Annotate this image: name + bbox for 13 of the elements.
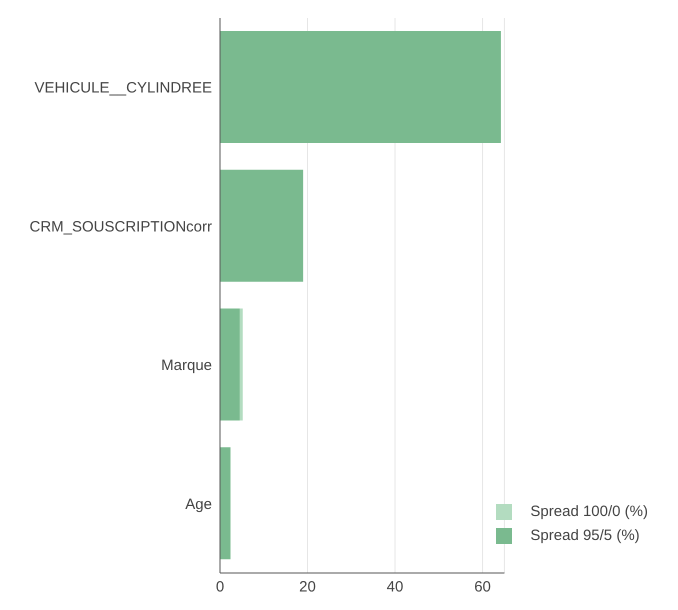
bar [220, 447, 230, 560]
y-tick-label: CRM_SOUSCRIPTIONcorr [29, 218, 212, 236]
y-tick-label: Age [185, 496, 212, 513]
x-tick-label: 20 [299, 578, 316, 596]
y-tick-label: VEHICULE__CYLINDREE [34, 80, 212, 97]
legend-label: Spread 95/5 (%) [530, 527, 640, 544]
bar [220, 170, 304, 282]
x-tick-label: 0 [216, 578, 224, 596]
x-tick-label: 40 [386, 578, 404, 596]
y-tick-label: Marque [161, 357, 212, 374]
bar [220, 31, 501, 143]
legend-label: Spread 100/0 (%) [530, 503, 648, 520]
x-tick-label: 60 [474, 578, 491, 596]
